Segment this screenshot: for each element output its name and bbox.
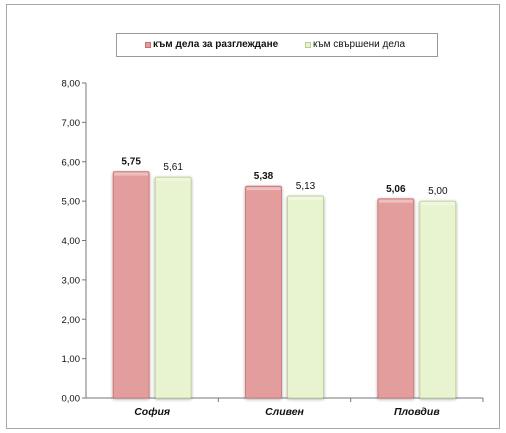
y-tick-label: 7,00 [62,118,81,129]
data-label: 5,13 [296,181,316,192]
y-tick-label: 2,00 [62,315,81,326]
bar-highlight [246,187,281,191]
bar-highlight [114,172,149,176]
bar-series-1 [377,198,415,399]
bar-series-1 [112,171,150,399]
bar-highlight [156,178,191,182]
legend-item-series-2: към свършени дела [305,39,405,50]
data-label: 5,00 [428,186,448,197]
bar-highlight [288,197,323,201]
x-tick-label: София [134,406,170,418]
legend-item-series-1: към дела за разглеждане [145,39,278,50]
y-tick-label: 4,00 [62,236,81,247]
data-label: 5,61 [163,162,183,173]
bar-highlight [378,199,413,203]
y-tick-label: 1,00 [62,354,81,365]
bar-series-1 [245,185,282,399]
x-tick-label: Пловдив [394,406,440,418]
y-tick-label: 5,00 [62,197,81,208]
bar-highlight [420,202,455,206]
chart-legend: към дела за разглеждане към свършени дел… [116,33,438,57]
y-tick-label: 0,00 [62,394,81,405]
bar-series-2 [154,176,192,399]
bar-series-2 [419,200,457,399]
legend-label-series-2: към свършени дела [313,39,406,50]
bar-series-2 [287,195,324,399]
data-label: 5,38 [254,171,274,182]
data-label: 5,75 [121,157,141,168]
y-tick-label: 6,00 [62,157,81,168]
legend-label-series-1: към дела за разглеждане [153,39,279,50]
data-label: 5,06 [386,184,406,195]
y-tick-label: 3,00 [62,275,81,286]
legend-swatch-series-1 [145,41,151,48]
x-tick-label: Сливен [265,406,304,418]
legend-swatch-series-2 [305,41,311,48]
y-tick-label: 8,00 [62,79,81,90]
